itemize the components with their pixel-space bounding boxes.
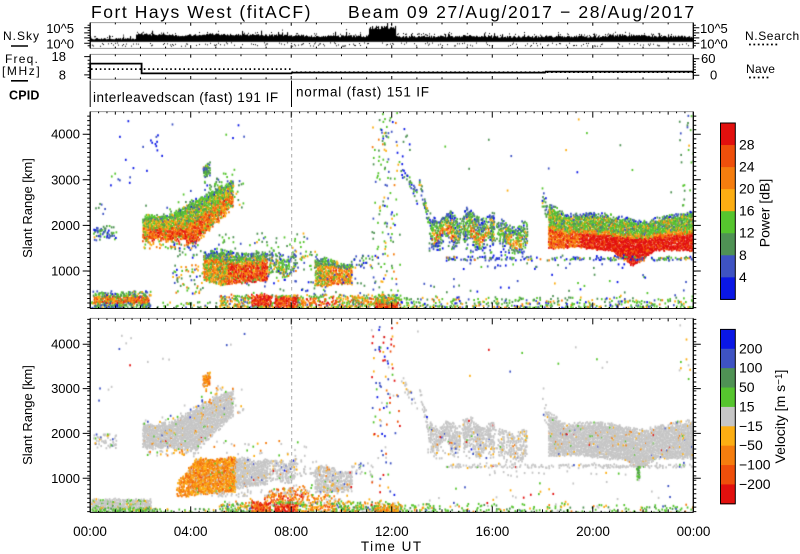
svg-text:Slant Range [km]: Slant Range [km] xyxy=(20,365,35,465)
svg-text:−15: −15 xyxy=(739,418,763,434)
svg-text:1000: 1000 xyxy=(51,264,80,279)
svg-text:8: 8 xyxy=(739,247,747,263)
svg-text:4000: 4000 xyxy=(51,127,80,142)
svg-text:−50: −50 xyxy=(739,437,763,453)
svg-text:04:00: 04:00 xyxy=(174,524,208,539)
svg-text:18: 18 xyxy=(52,49,66,64)
svg-text:Nave: Nave xyxy=(746,62,775,76)
svg-text:0: 0 xyxy=(710,68,717,83)
svg-text:CPID: CPID xyxy=(9,89,40,103)
svg-text:Slant Range [km]: Slant Range [km] xyxy=(20,158,35,258)
svg-text:[MHz]: [MHz] xyxy=(2,64,41,78)
svg-text:00:00: 00:00 xyxy=(73,524,107,539)
svg-text:12: 12 xyxy=(739,225,755,241)
svg-text:15: 15 xyxy=(739,398,755,414)
svg-text:2000: 2000 xyxy=(51,426,80,441)
svg-text:00:00: 00:00 xyxy=(677,524,711,539)
svg-text:2000: 2000 xyxy=(51,218,80,233)
svg-text:4000: 4000 xyxy=(51,337,80,352)
svg-text:60: 60 xyxy=(701,51,715,66)
svg-text:16:00: 16:00 xyxy=(476,524,510,539)
svg-text:200: 200 xyxy=(739,340,763,356)
svg-text:−200: −200 xyxy=(739,476,771,492)
svg-text:24: 24 xyxy=(739,159,755,175)
svg-text:4: 4 xyxy=(739,269,747,285)
svg-text:10^0: 10^0 xyxy=(46,36,74,51)
svg-text:N.Search: N.Search xyxy=(745,29,800,43)
svg-text:100: 100 xyxy=(739,360,763,376)
svg-text:Power [dB]: Power [dB] xyxy=(757,179,773,247)
svg-text:10^0: 10^0 xyxy=(700,36,728,51)
svg-text:N.Sky: N.Sky xyxy=(3,29,40,43)
svg-text:12:00: 12:00 xyxy=(375,524,409,539)
svg-text:Velocity [m s−1]: Velocity [m s−1] xyxy=(772,370,788,464)
svg-text:10^5: 10^5 xyxy=(46,21,74,36)
svg-text:8: 8 xyxy=(59,67,66,82)
svg-text:Time UT: Time UT xyxy=(361,539,423,554)
svg-text:10^5: 10^5 xyxy=(700,21,728,36)
svg-text:Fort Hays West (fitACF): Fort Hays West (fitACF) xyxy=(91,2,312,22)
svg-text:interleavedscan (fast) 191 IF: interleavedscan (fast) 191 IF xyxy=(93,90,279,105)
svg-text:3000: 3000 xyxy=(51,381,80,396)
svg-text:08:00: 08:00 xyxy=(274,524,308,539)
svg-text:−100: −100 xyxy=(739,457,771,473)
svg-text:50: 50 xyxy=(739,379,755,395)
svg-text:20:00: 20:00 xyxy=(576,524,610,539)
svg-text:16: 16 xyxy=(739,203,755,219)
svg-text:3000: 3000 xyxy=(51,172,80,187)
svg-text:Beam 09 27/Aug/2017 − 28/Aug/2: Beam 09 27/Aug/2017 − 28/Aug/2017 xyxy=(348,2,696,22)
svg-text:20: 20 xyxy=(739,181,755,197)
svg-text:28: 28 xyxy=(739,137,755,153)
svg-text:1000: 1000 xyxy=(51,471,80,486)
svg-text:normal (fast) 151 IF: normal (fast) 151 IF xyxy=(296,85,430,100)
svg-text:Freq.: Freq. xyxy=(5,52,39,66)
